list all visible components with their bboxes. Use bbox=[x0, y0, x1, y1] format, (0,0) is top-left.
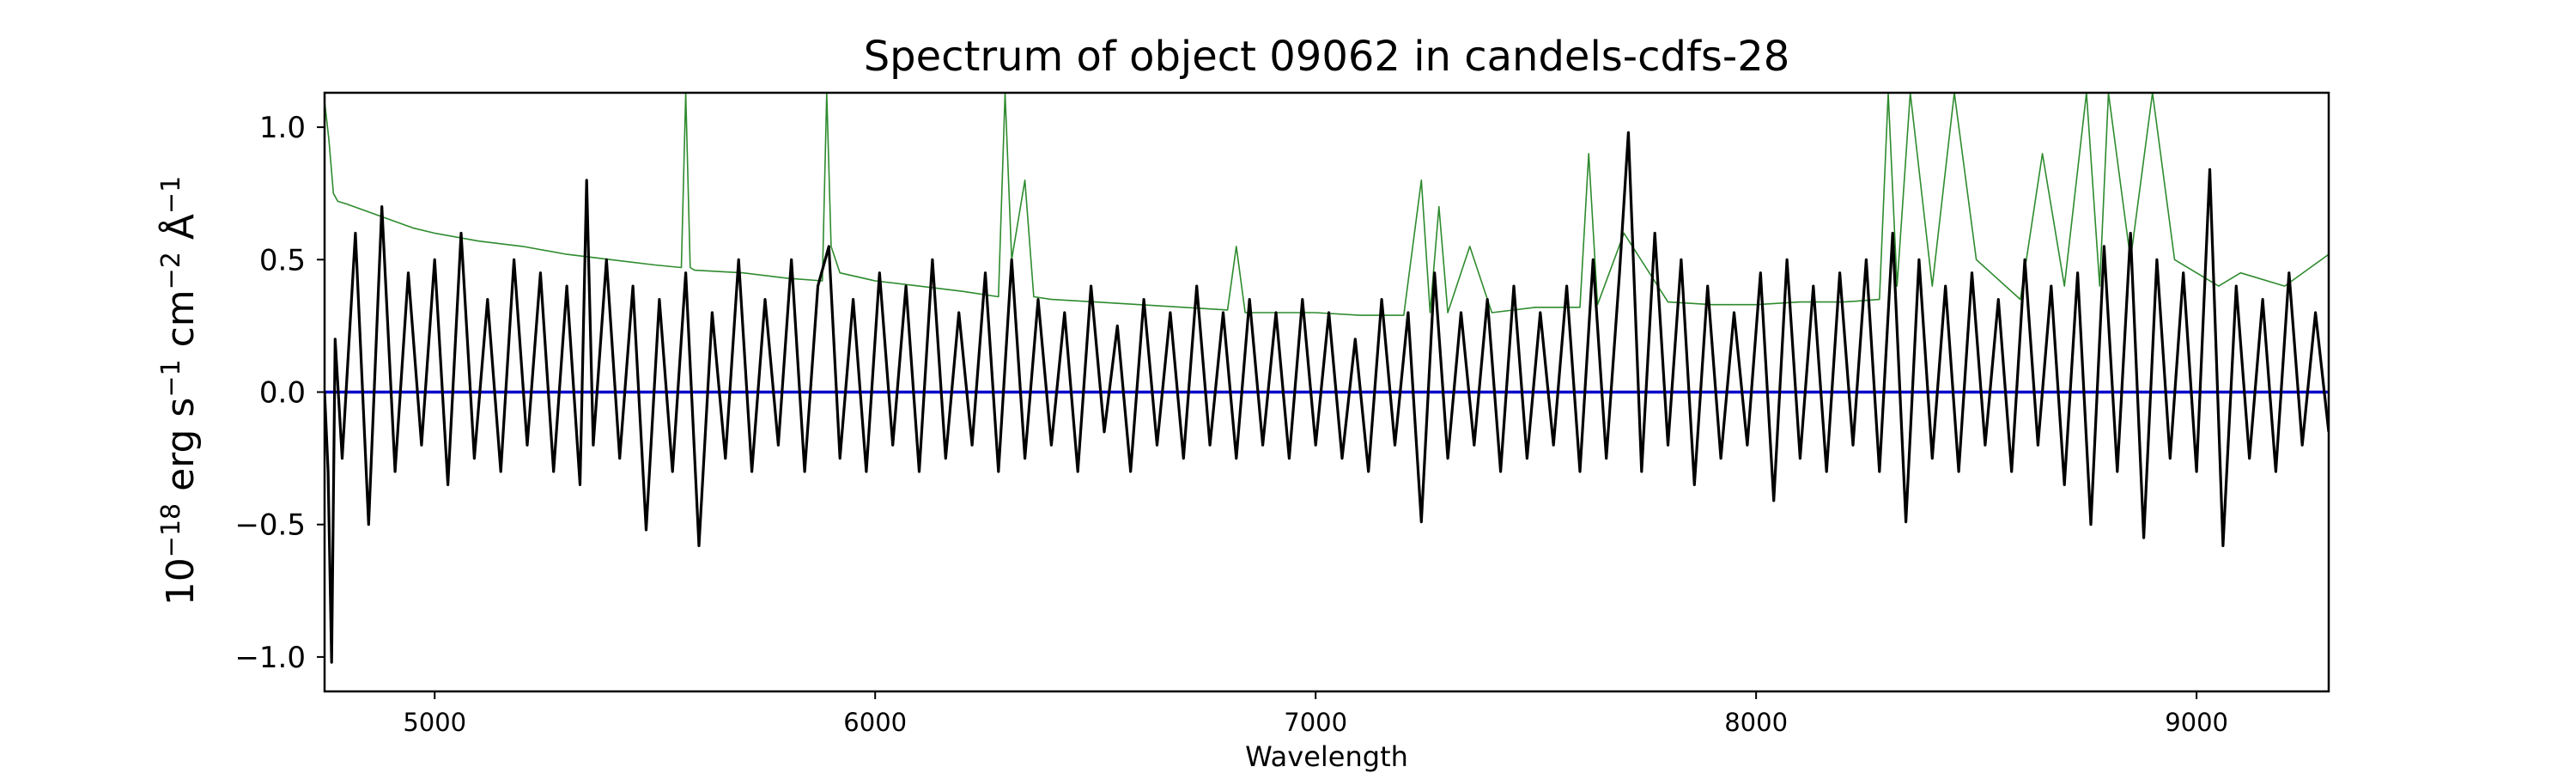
y-label-exponent: −1 bbox=[156, 359, 186, 397]
y-axis-label: 10−18 erg s−1 cm−2 Å−1 bbox=[156, 176, 203, 606]
error-series-line bbox=[325, 93, 2329, 316]
y-label-exponent: −2 bbox=[156, 252, 186, 289]
x-tick-label: 9000 bbox=[2165, 708, 2228, 737]
y-tick-label: 0.0 bbox=[259, 376, 306, 411]
chart-title: Spectrum of object 09062 in candels-cdfs… bbox=[864, 33, 1790, 81]
y-label-text: cm bbox=[159, 289, 203, 359]
y-tick-label: −1.0 bbox=[234, 641, 306, 675]
y-label-text: erg s bbox=[159, 398, 203, 503]
y-tick-label: −0.5 bbox=[234, 508, 306, 543]
tick-layer: 5000 6000 7000 8000 9000 −1.0 −0.5 0.0 0.5 1.0 bbox=[234, 111, 2228, 737]
x-tick-label: 6000 bbox=[843, 708, 907, 737]
flux-series-line bbox=[325, 131, 2329, 664]
series-layer bbox=[325, 93, 2329, 664]
x-tick-label: 8000 bbox=[1724, 708, 1788, 737]
y-label-exponent: −1 bbox=[156, 176, 186, 214]
y-tick-label: 0.5 bbox=[259, 243, 306, 277]
x-tick-label: 5000 bbox=[403, 708, 466, 737]
x-tick-label: 7000 bbox=[1284, 708, 1347, 737]
x-axis-label: Wavelength bbox=[1245, 740, 1408, 773]
y-label-text: Å bbox=[157, 214, 203, 252]
y-label-exponent: −18 bbox=[156, 503, 186, 557]
y-label-text: 10 bbox=[159, 557, 203, 606]
y-tick-label: 1.0 bbox=[259, 111, 306, 145]
